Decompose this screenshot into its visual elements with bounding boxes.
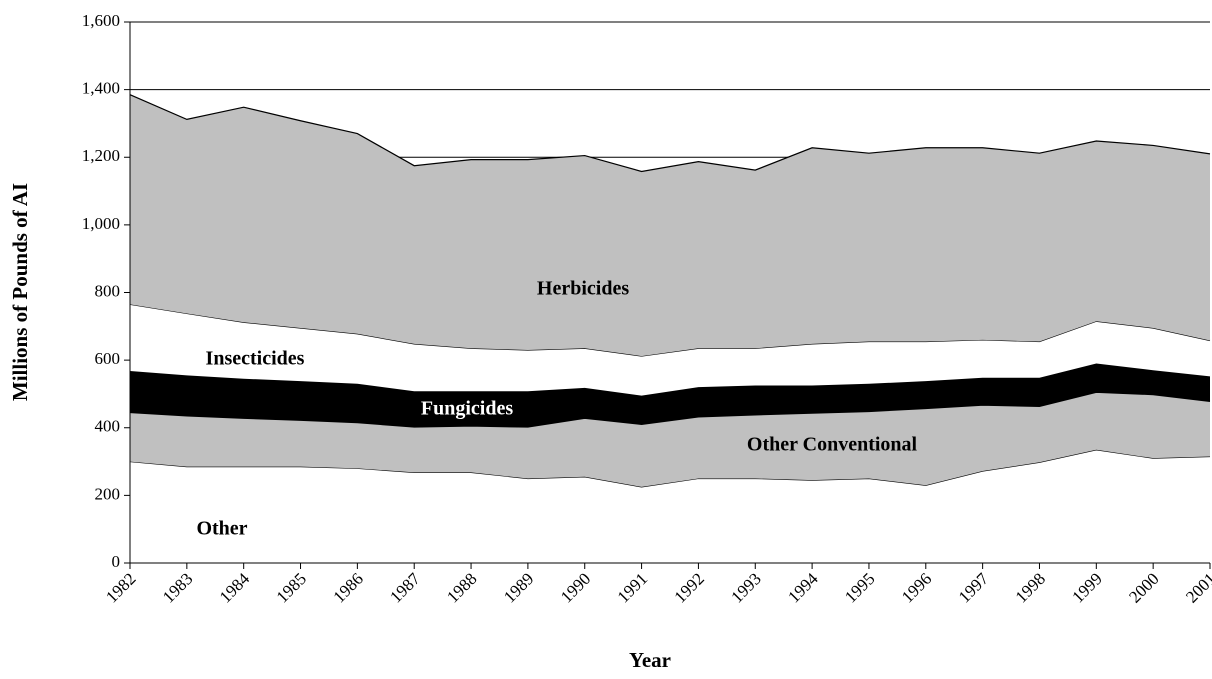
x-tick-label: 1995 [841, 569, 878, 606]
x-tick-label: 2000 [1125, 569, 1162, 606]
x-tick-label: 1998 [1012, 569, 1049, 606]
area-edge [129, 94, 1211, 173]
area [130, 392, 1210, 487]
area [130, 363, 1210, 428]
y-tick-label: 600 [95, 349, 121, 368]
x-tick-label: 1982 [102, 569, 139, 606]
x-tick-label: 1983 [159, 569, 196, 606]
series-label: Insecticides [206, 348, 305, 370]
area [130, 94, 1210, 357]
area [130, 449, 1210, 563]
y-tick-label: 800 [95, 281, 121, 300]
x-tick-label: 1993 [727, 569, 764, 606]
x-tick-label: 1994 [784, 569, 822, 607]
area [130, 304, 1210, 396]
x-tick-label: 1990 [557, 569, 594, 606]
y-tick-label: 1,400 [82, 79, 120, 98]
x-tick-label: 1989 [500, 569, 537, 606]
y-tick-label: 0 [112, 552, 121, 571]
y-tick-label: 1,200 [82, 146, 120, 165]
series-label: Herbicides [537, 278, 629, 300]
series-label: Other Conventional [747, 434, 918, 456]
x-tick-label: 1992 [671, 569, 708, 606]
y-axis-label: Millions of Pounds of AI [8, 183, 32, 401]
x-axis-label: Year [629, 648, 671, 672]
series-label: Fungicides [421, 398, 513, 420]
x-tick-label: 1991 [614, 569, 651, 606]
x-tick-label: 1984 [216, 569, 254, 607]
x-tick-label: 1999 [1068, 569, 1105, 606]
x-tick-label: 1997 [955, 569, 993, 607]
y-tick-label: 200 [95, 484, 121, 503]
x-tick-label: 2001 [1182, 569, 1212, 606]
x-tick-label: 1988 [443, 569, 480, 606]
y-tick-label: 1,000 [82, 214, 120, 233]
x-tick-label: 1987 [386, 569, 424, 607]
series-label: Other [196, 518, 247, 540]
x-tick-label: 1996 [898, 569, 935, 606]
x-tick-label: 1985 [273, 569, 310, 606]
y-tick-label: 1,600 [82, 11, 120, 30]
y-tick-label: 400 [95, 417, 121, 436]
x-tick-label: 1986 [329, 569, 366, 606]
